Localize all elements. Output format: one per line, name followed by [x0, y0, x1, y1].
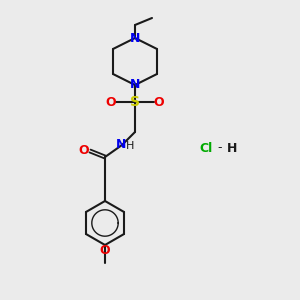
Text: N: N [116, 139, 126, 152]
Text: Cl: Cl [200, 142, 213, 154]
Text: S: S [130, 95, 140, 109]
Text: H: H [227, 142, 237, 154]
Text: -: - [218, 142, 222, 154]
Text: H: H [126, 141, 134, 151]
Text: O: O [154, 95, 164, 109]
Text: O: O [106, 95, 116, 109]
Text: O: O [100, 244, 110, 257]
Text: O: O [79, 145, 89, 158]
Text: N: N [130, 79, 140, 92]
Text: N: N [130, 32, 140, 44]
